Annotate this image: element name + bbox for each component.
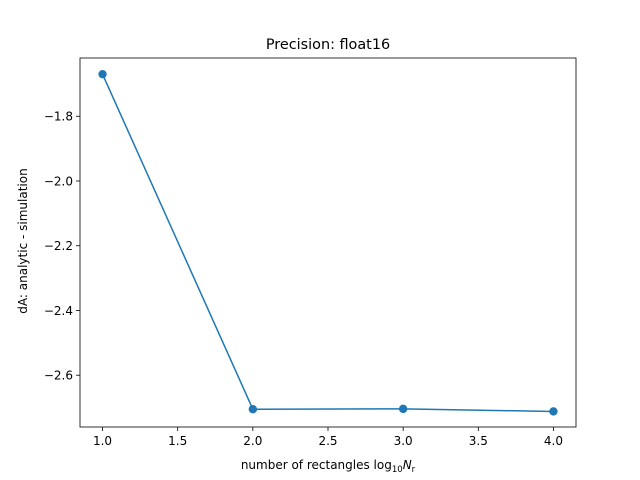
y-axis-ticks: −2.6 −2.4 −2.2 −2.0 −1.8 [44, 110, 80, 383]
x-tick-label: 1.5 [168, 434, 187, 448]
chart-title: Precision: float16 [266, 37, 390, 53]
y-tick-label: −2.2 [44, 239, 73, 253]
x-axis-label: number of rectangles log10Nr [241, 458, 416, 475]
y-tick-label: −2.6 [44, 369, 73, 383]
y-axis-label: dA: analytic - simulation [16, 168, 30, 313]
x-axis-label-variable-subscript: r [412, 465, 416, 475]
data-point [398, 404, 408, 414]
x-tick-label: 3.5 [469, 434, 488, 448]
x-axis-label-log-base: 10 [392, 465, 403, 475]
data-point [549, 407, 558, 416]
y-tick-label: −1.8 [44, 110, 73, 124]
x-axis-label-variable: N [403, 458, 412, 472]
x-tick-label: 4.0 [544, 434, 563, 448]
data-point [98, 69, 107, 79]
y-tick-label: −2.0 [44, 174, 73, 188]
data-point [248, 404, 258, 414]
x-axis-label-prefix: number of rectangles log [241, 458, 392, 472]
x-tick-label: 2.5 [318, 434, 337, 448]
x-tick-label: 3.0 [394, 434, 413, 448]
x-axis-ticks: 1.0 1.5 2.0 2.5 3.0 3.5 4.0 [93, 427, 563, 448]
x-tick-label: 1.0 [93, 434, 112, 448]
y-tick-label: −2.4 [44, 304, 73, 318]
series-line [101, 73, 554, 413]
x-tick-label: 2.0 [243, 434, 262, 448]
